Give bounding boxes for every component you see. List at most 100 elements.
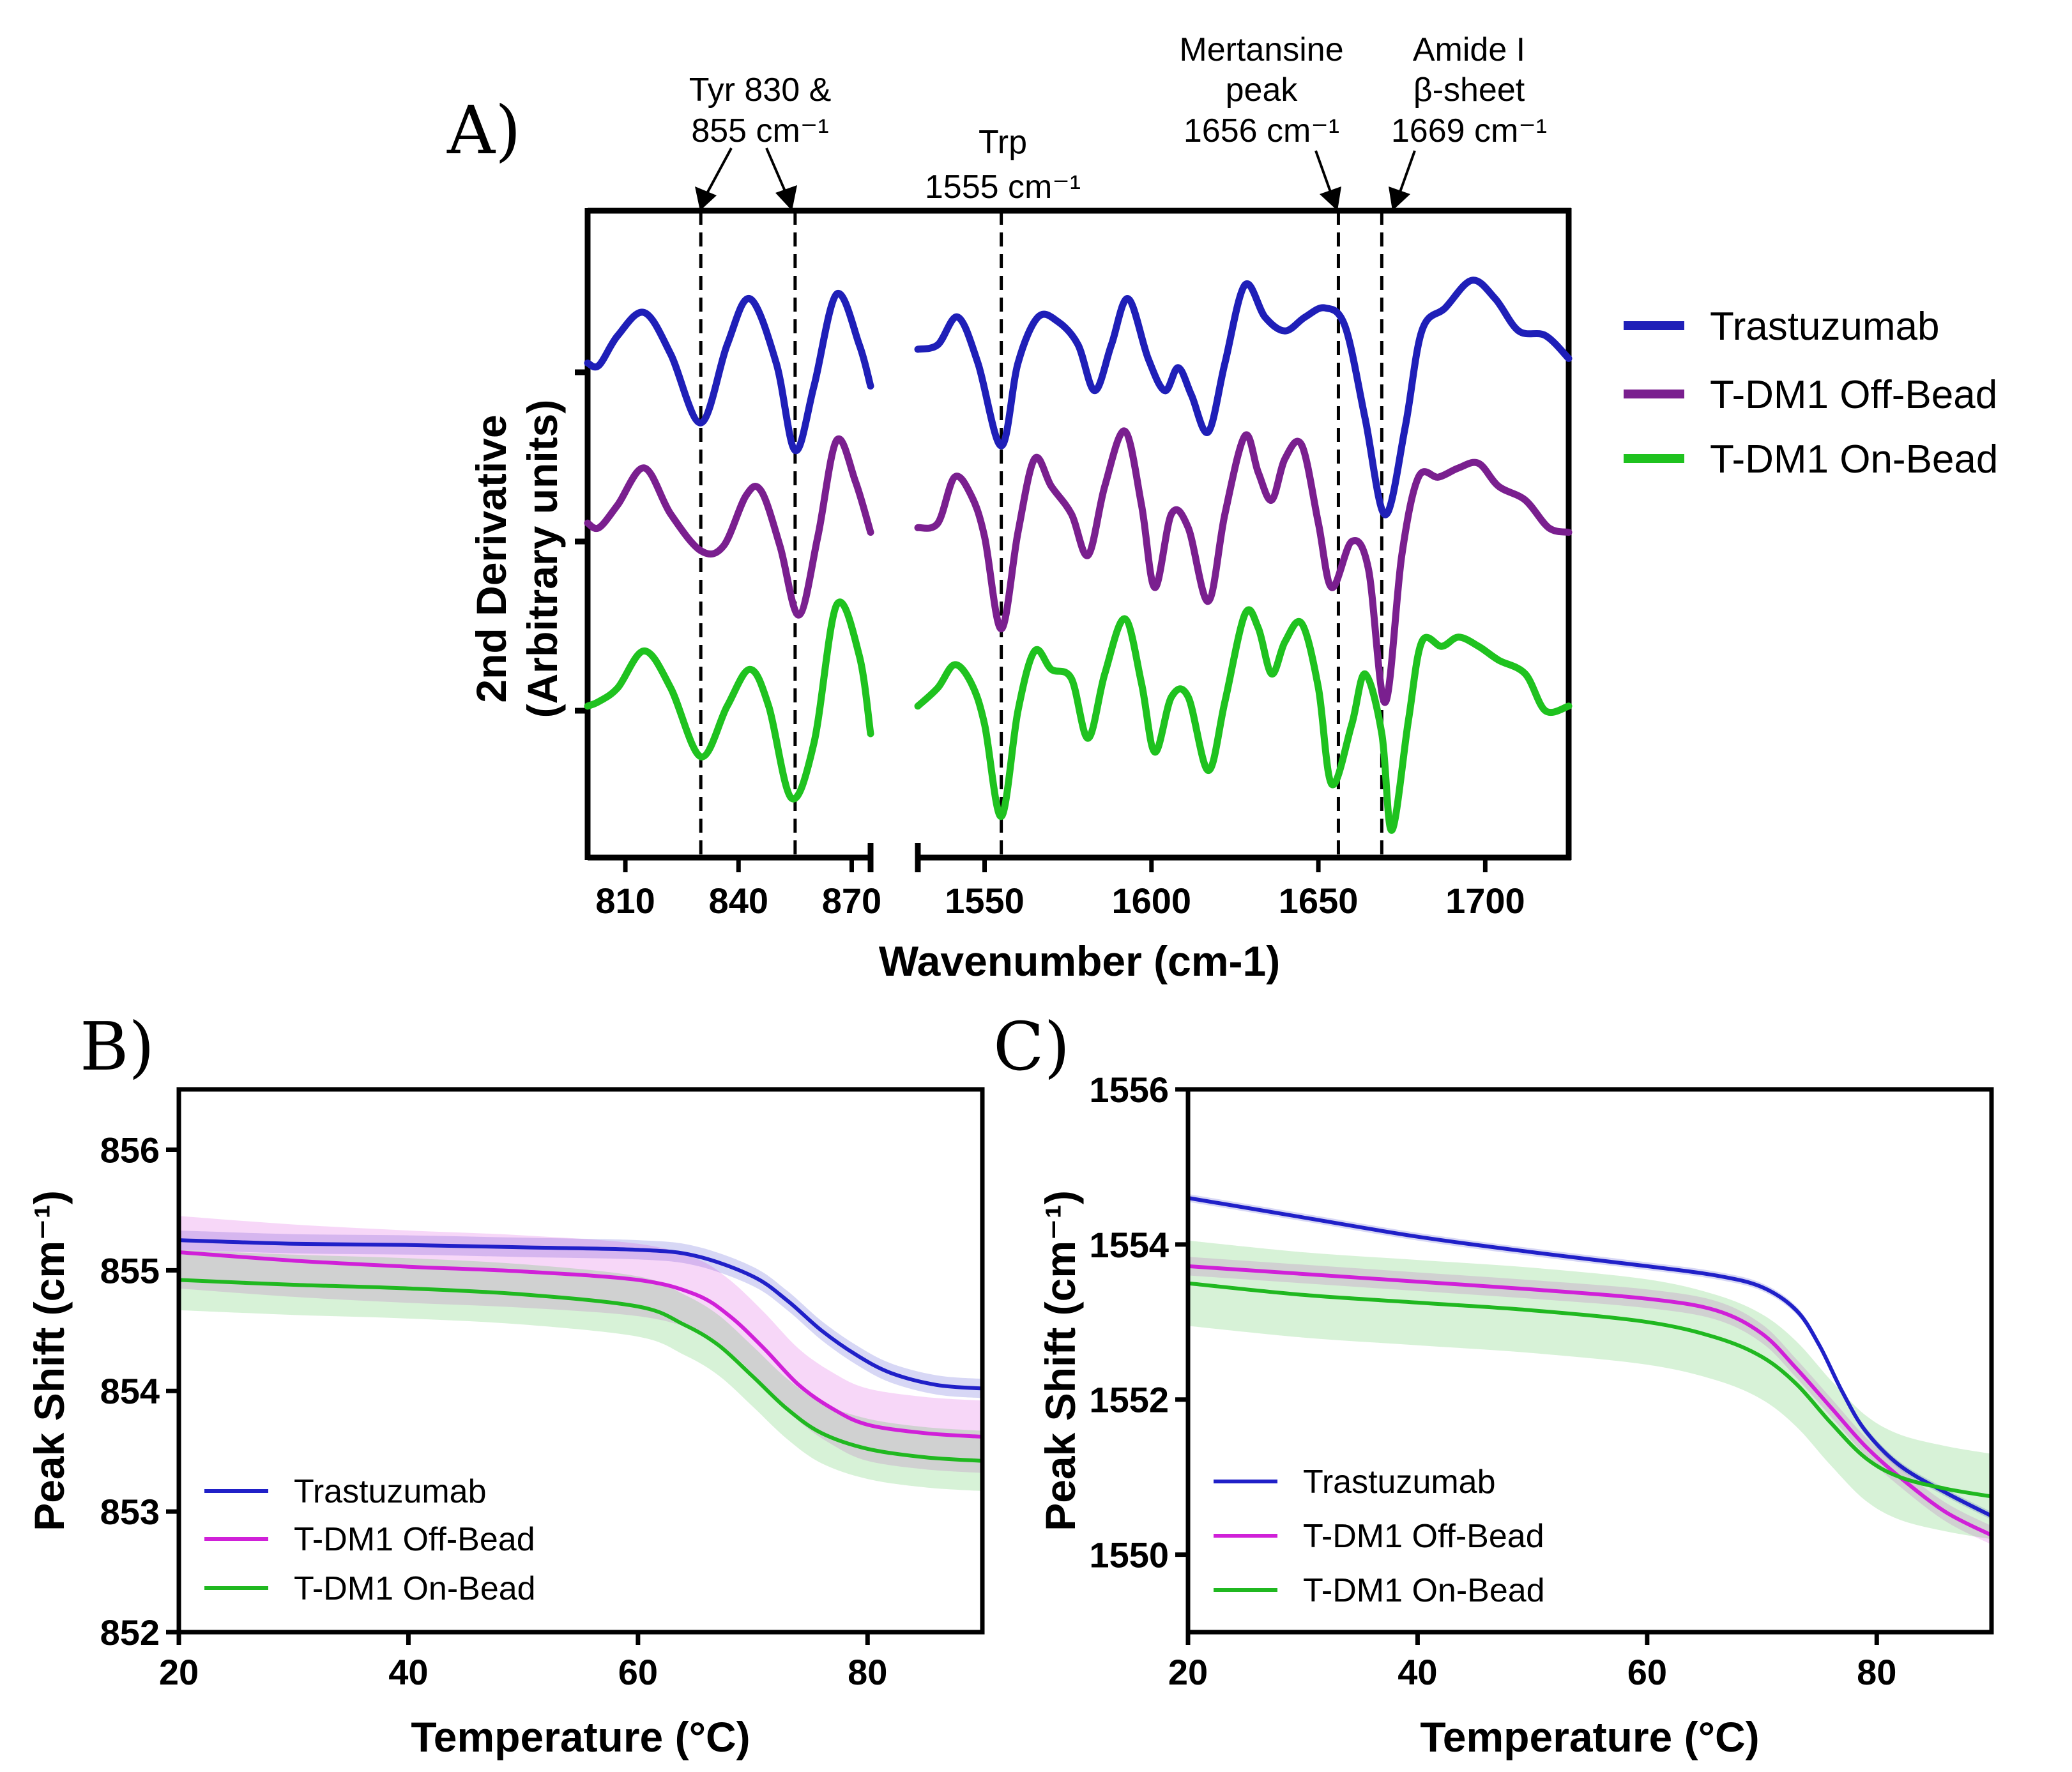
b-xtick-label: 60 [618, 1652, 658, 1692]
panel-a-xtick-label: 1550 [945, 881, 1025, 921]
c-ytick-label: 1556 [1089, 1070, 1169, 1110]
annotation-amide-line3: 1669 cm⁻¹ [1391, 112, 1547, 149]
legend-a-label-off-bead: T-DM1 Off-Bead [1710, 373, 1997, 417]
c-xtick-label: 20 [1168, 1652, 1208, 1692]
panel-b-frame [176, 1087, 985, 1635]
spectrum-trastuzumab-seg2 [914, 276, 1573, 519]
b-ytick-label: 854 [100, 1371, 160, 1411]
annotation-trp: Trp 1555 cm⁻¹ [925, 124, 1081, 206]
c-xtick-label: 80 [1857, 1652, 1896, 1692]
annotation-amide: Amide I β-sheet 1669 cm⁻¹ [1391, 31, 1547, 149]
b-band-trastuzumab [179, 1231, 982, 1398]
panel-a-frame [575, 208, 1572, 872]
b-line-trastuzumab [178, 1238, 983, 1391]
panel-a-xtick-label: 1700 [1445, 881, 1525, 921]
legend-b-label-on-bead: T-DM1 On-Bead [294, 1570, 536, 1607]
b-band-t-dm1-on-bead [179, 1250, 982, 1491]
annotation-tyr-line1: Tyr 830 & [689, 72, 832, 109]
b-band-t-dm1-off-bead [179, 1216, 982, 1473]
annotation-tyr: Tyr 830 & 855 cm⁻¹ [689, 72, 832, 149]
panel-b-ylabel: Peak Shift (cm⁻¹) [26, 1190, 73, 1531]
spectrum-trastuzumab-seg1 [584, 289, 874, 454]
c-band-t-dm1-off-bead [1188, 1257, 1992, 1545]
panel-a-legend: Trastuzumab T-DM1 Off-Bead T-DM1 On-Bead [1624, 305, 1998, 481]
b-xtick-label: 80 [848, 1652, 887, 1692]
legend-b-label-trastuzumab: Trastuzumab [294, 1473, 487, 1510]
panel-a-label: A) [446, 91, 521, 169]
legend-a-label-on-bead: T-DM1 On-Bead [1710, 437, 1998, 481]
panel-c-label: C) [993, 1008, 1070, 1086]
panel-c-plot-border [1185, 1087, 1994, 1635]
c-ytick-label: 1550 [1089, 1535, 1169, 1575]
panel-a-ylabel-line2: (Arbitrary units) [519, 400, 566, 718]
panel-b-plot-border [176, 1087, 985, 1635]
panel-b-lines [178, 1238, 983, 1463]
panel-c-ylabel: Peak Shift (cm⁻¹) [1037, 1190, 1084, 1531]
c-ytick-label: 1552 [1089, 1380, 1169, 1420]
legend-a-label-trastuzumab: Trastuzumab [1710, 305, 1940, 349]
annotation-mertansine-line3: 1656 cm⁻¹ [1184, 112, 1339, 149]
spectrum-t-dm1-on-bead-seg1 [584, 598, 874, 803]
annotation-amide-line2: β-sheet [1413, 72, 1525, 109]
legend-c-label-on-bead: T-DM1 On-Bead [1303, 1572, 1545, 1609]
arrow-tyr-855-shaft [765, 148, 788, 196]
spectrum-t-dm1-off-bead-seg1 [584, 435, 874, 619]
b-ytick-label: 853 [100, 1492, 160, 1532]
panel-c-ticks: 20 40 60 80 1550 1552 1554 1556 [1089, 1070, 1896, 1692]
panel-a-xtick-label: 1650 [1279, 881, 1359, 921]
panel-b-xlabel: Temperature (°C) [411, 1713, 750, 1761]
annotation-mertansine: Mertansine peak 1656 cm⁻¹ [1179, 31, 1343, 149]
arrow-tyr-830-shaft [704, 148, 733, 197]
annotation-trp-line1: Trp [979, 124, 1027, 161]
b-line-t-dm1-on-bead [178, 1278, 983, 1463]
annotation-amide-line1: Amide I [1413, 31, 1525, 68]
arrow-amide-head [1389, 186, 1410, 211]
panel-a-spectra [584, 276, 1573, 834]
panel-b: B) 20 40 60 80 852 853 854 855 856 Temperature (… [26, 1008, 985, 1761]
legend-b-label-off-bead: T-DM1 Off-Bead [294, 1521, 535, 1558]
panel-c-legend: Trastuzumab T-DM1 Off-Bead T-DM1 On-Bead [1214, 1464, 1545, 1609]
b-line-t-dm1-off-bead [178, 1250, 983, 1439]
c-xtick-label: 60 [1627, 1652, 1667, 1692]
panel-c-lines [1187, 1196, 1993, 1537]
spectrum-t-dm1-on-bead-seg2 [914, 606, 1573, 834]
c-line-t-dm1-on-bead [1187, 1281, 1992, 1499]
panel-b-error-bands [179, 1216, 982, 1491]
panel-a-xtick-label: 870 [822, 881, 881, 921]
b-ytick-label: 852 [100, 1612, 160, 1653]
c-ytick-label: 1554 [1089, 1225, 1169, 1265]
panel-a-xtick-label: 810 [595, 881, 655, 921]
panel-a: A) Tyr 830 & 855 cm⁻¹ Trp 1555 cm⁻¹ Mert… [446, 31, 1998, 985]
annotation-arrows [695, 148, 1416, 211]
panel-c-xlabel: Temperature (°C) [1420, 1713, 1759, 1761]
arrow-tyr-830-head [695, 186, 717, 211]
arrow-tyr-855-head [775, 185, 797, 211]
c-line-t-dm1-off-bead [1187, 1264, 1993, 1537]
panel-a-xtick-label: 840 [709, 881, 768, 921]
annotation-tyr-line2: 855 cm⁻¹ [691, 112, 828, 149]
b-xtick-label: 40 [388, 1652, 428, 1692]
b-xtick-label: 20 [159, 1652, 199, 1692]
panel-b-legend: Trastuzumab T-DM1 Off-Bead T-DM1 On-Bead [204, 1473, 536, 1607]
panel-a-xtick-label: 1600 [1112, 881, 1192, 921]
arrow-mertansine-head [1320, 186, 1341, 211]
b-ytick-label: 856 [100, 1130, 160, 1170]
arrow-amide-shaft [1398, 150, 1416, 196]
spectrum-t-dm1-off-bead-seg2 [914, 427, 1573, 706]
c-line-trastuzumab [1187, 1196, 1993, 1518]
legend-c-label-off-bead: T-DM1 Off-Bead [1303, 1518, 1544, 1555]
panel-a-xlabel: Wavenumber (cm-1) [879, 937, 1280, 985]
arrow-mertansine-shaft [1314, 150, 1333, 196]
panel-c: C) 20 40 60 80 1550 1552 1554 1556 Temperature … [993, 1008, 1994, 1761]
panel-a-ylabel-line1: 2nd Derivative [468, 414, 515, 702]
panel-c-frame [1185, 1087, 1994, 1635]
b-ytick-label: 855 [100, 1250, 160, 1291]
legend-c-label-trastuzumab: Trastuzumab [1303, 1464, 1496, 1501]
panel-b-label: B) [80, 1008, 155, 1086]
annotation-mertansine-line1: Mertansine [1179, 31, 1343, 68]
panel-a-xticks: 810 840 870 1550 1600 1650 1700 [595, 858, 1525, 921]
panel-b-ticks: 20 40 60 80 852 853 854 855 856 [100, 1130, 888, 1692]
c-xtick-label: 40 [1398, 1652, 1437, 1692]
c-band-t-dm1-on-bead [1188, 1240, 1992, 1540]
